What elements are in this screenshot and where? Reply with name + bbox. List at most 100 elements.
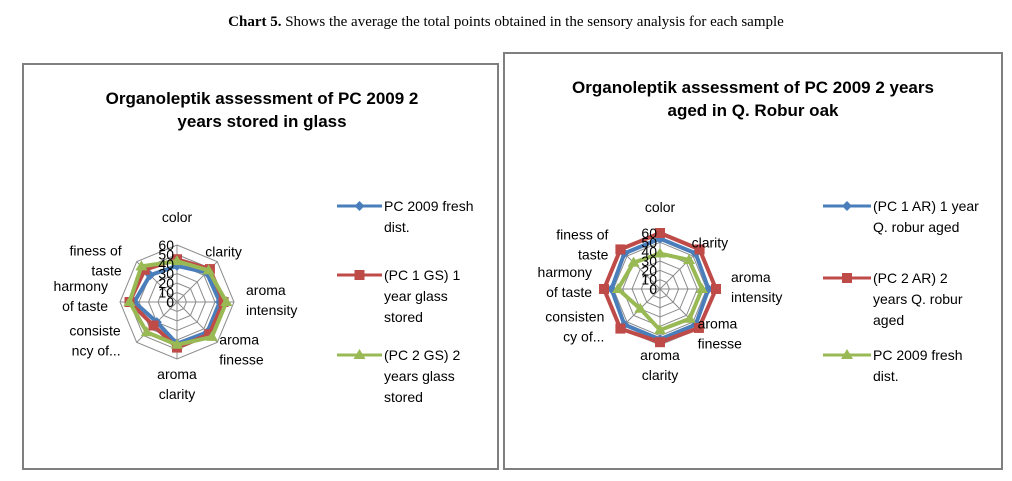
axis-label: clarity [642, 367, 679, 383]
radar-chart-oak: Organoleptik assessment of PC 2009 2 yea… [538, 78, 980, 384]
axis-label: taste [578, 246, 609, 262]
legend-label: years glass [384, 368, 455, 384]
axis-label: harmony [538, 264, 592, 280]
axis-label: color [162, 209, 193, 225]
data-point [204, 329, 215, 340]
tick-label: 20 [641, 262, 657, 278]
data-point [693, 322, 704, 333]
legend-label: dist. [384, 219, 410, 235]
legend-label: years Q. robur [873, 291, 963, 307]
axis-label: aroma [731, 269, 771, 285]
tick-label: 30 [641, 253, 657, 269]
legend-label: (PC 2 AR) 2 [873, 270, 948, 286]
data-point [694, 244, 705, 255]
data-point [612, 283, 624, 293]
legend-item: (PC 2 GS) 2 years glass stored [337, 347, 460, 405]
tick-label: 20 [158, 275, 174, 291]
axis-label: ncy of... [72, 342, 121, 358]
data-point [655, 228, 665, 238]
data-point [711, 284, 721, 294]
axis-label: of taste [62, 298, 108, 314]
data-point [634, 302, 647, 313]
legend-label: aged [873, 312, 904, 328]
legend-item: PC 2009 fresh dist. [337, 198, 474, 235]
tick-label: 50 [158, 247, 174, 263]
axis-label: finesse [219, 351, 264, 367]
data-point [683, 312, 696, 323]
legend-label: stored [384, 389, 423, 405]
grid-spoke [620, 249, 661, 290]
legend-marker [842, 201, 852, 211]
axis-label: intensity [731, 289, 782, 305]
tick-label: 40 [641, 244, 657, 260]
legend-item: (PC 1 AR) 1 year Q. robur aged [823, 198, 979, 235]
caption-label: Chart 5. [228, 14, 282, 30]
data-point [123, 296, 136, 306]
axis-label: aroma [219, 331, 259, 347]
data-point [627, 256, 640, 267]
axis-label: aroma [246, 282, 286, 298]
data-point [202, 264, 215, 275]
axis-label: consiste [69, 322, 121, 338]
data-point [696, 283, 708, 293]
axis-label: taste [91, 263, 122, 279]
legend-marker [354, 270, 365, 280]
chart-panel-oak: Organoleptik assessment of PC 2009 2 yea… [503, 52, 1003, 470]
chart-title-line: aged in Q. Robur oak [668, 101, 840, 120]
tick-label: 0 [649, 281, 657, 297]
caption-text: Shows the average the total points obtai… [281, 14, 784, 30]
tick-label: 30 [158, 266, 174, 282]
axis-label: color [645, 199, 676, 215]
data-point [615, 323, 626, 334]
data-point [220, 296, 233, 306]
axis-label: clarity [692, 234, 729, 250]
legend-label: dist. [873, 368, 899, 384]
series-1 [599, 228, 721, 348]
legend-label: (PC 1 AR) 1 year [873, 198, 979, 214]
chart-title-line: Organoleptik assessment of PC 2009 2 yea… [572, 78, 934, 97]
tick-label: 10 [641, 272, 657, 288]
chart-title-line: Organoleptik assessment of PC 2009 2 [106, 89, 419, 108]
data-point [205, 330, 218, 341]
series-2 [123, 255, 233, 349]
axis-label: finess of [70, 243, 122, 259]
figure-caption: Chart 5. Shows the average the total poi… [0, 14, 1012, 31]
tick-label: 50 [641, 234, 657, 250]
data-point [654, 324, 666, 335]
data-point [171, 255, 183, 266]
legend-marker [842, 273, 852, 283]
axis-label: harmony [54, 278, 108, 294]
axis-label: consisten [545, 309, 604, 325]
data-point [683, 253, 696, 264]
axis-label: intensity [246, 302, 297, 318]
legend-label: PC 2009 fresh [384, 198, 474, 214]
data-point [655, 337, 665, 348]
data-point [654, 247, 666, 258]
axis-label: of taste [546, 284, 592, 300]
data-point [615, 244, 626, 255]
tick-label: 60 [158, 237, 174, 253]
data-point [140, 326, 153, 337]
data-point [599, 284, 609, 294]
tick-label: 10 [158, 285, 174, 301]
legend-label: (PC 1 GS) 1 [384, 267, 460, 283]
axis-label: aroma [640, 347, 680, 363]
data-point [148, 320, 159, 331]
legend-marker [841, 349, 853, 359]
legend-marker [354, 201, 365, 211]
axis-label: aroma [157, 366, 197, 382]
series-2 [612, 247, 708, 335]
data-point [135, 260, 148, 271]
legend-item: (PC 2 AR) 2 years Q. robur aged [823, 270, 963, 328]
chart-panel-glass: Organoleptik assessment of PC 2009 2 year… [22, 63, 499, 470]
legend-label: Q. robur aged [873, 219, 959, 235]
legend-item: (PC 1 GS) 1 year glass stored [337, 267, 460, 325]
tick-label: 60 [641, 225, 657, 241]
tick-label: 40 [158, 256, 174, 272]
legend-label: (PC 2 GS) 2 [384, 347, 460, 363]
data-point [171, 338, 183, 349]
tick-label: 0 [166, 294, 174, 310]
legend-item: PC 2009 fresh dist. [823, 347, 963, 384]
legend-label: year glass [384, 288, 448, 304]
axis-label: aroma [698, 316, 738, 332]
